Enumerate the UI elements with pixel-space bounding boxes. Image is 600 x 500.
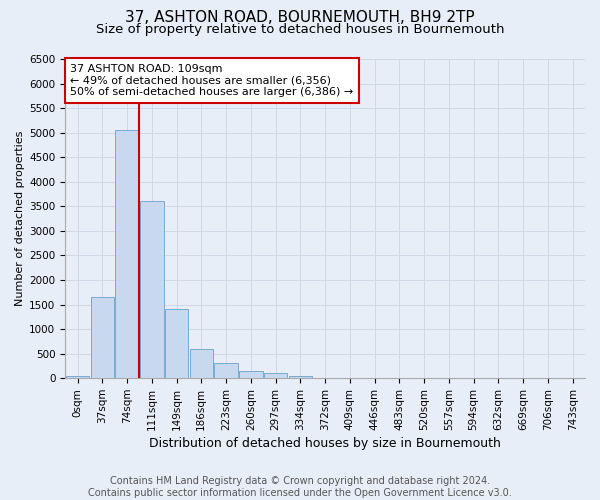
Text: Size of property relative to detached houses in Bournemouth: Size of property relative to detached ho… xyxy=(96,22,504,36)
Bar xyxy=(91,297,114,378)
X-axis label: Distribution of detached houses by size in Bournemouth: Distribution of detached houses by size … xyxy=(149,437,501,450)
Bar xyxy=(214,364,238,378)
Bar xyxy=(165,310,188,378)
Bar xyxy=(140,202,164,378)
Bar xyxy=(239,371,263,378)
Bar xyxy=(190,348,213,378)
Bar xyxy=(264,374,287,378)
Text: Contains HM Land Registry data © Crown copyright and database right 2024.
Contai: Contains HM Land Registry data © Crown c… xyxy=(88,476,512,498)
Text: 37, ASHTON ROAD, BOURNEMOUTH, BH9 2TP: 37, ASHTON ROAD, BOURNEMOUTH, BH9 2TP xyxy=(125,10,475,25)
Y-axis label: Number of detached properties: Number of detached properties xyxy=(15,131,25,306)
Bar xyxy=(115,130,139,378)
Text: 37 ASHTON ROAD: 109sqm
← 49% of detached houses are smaller (6,356)
50% of semi-: 37 ASHTON ROAD: 109sqm ← 49% of detached… xyxy=(70,64,353,97)
Bar xyxy=(289,376,312,378)
Bar xyxy=(66,376,89,378)
